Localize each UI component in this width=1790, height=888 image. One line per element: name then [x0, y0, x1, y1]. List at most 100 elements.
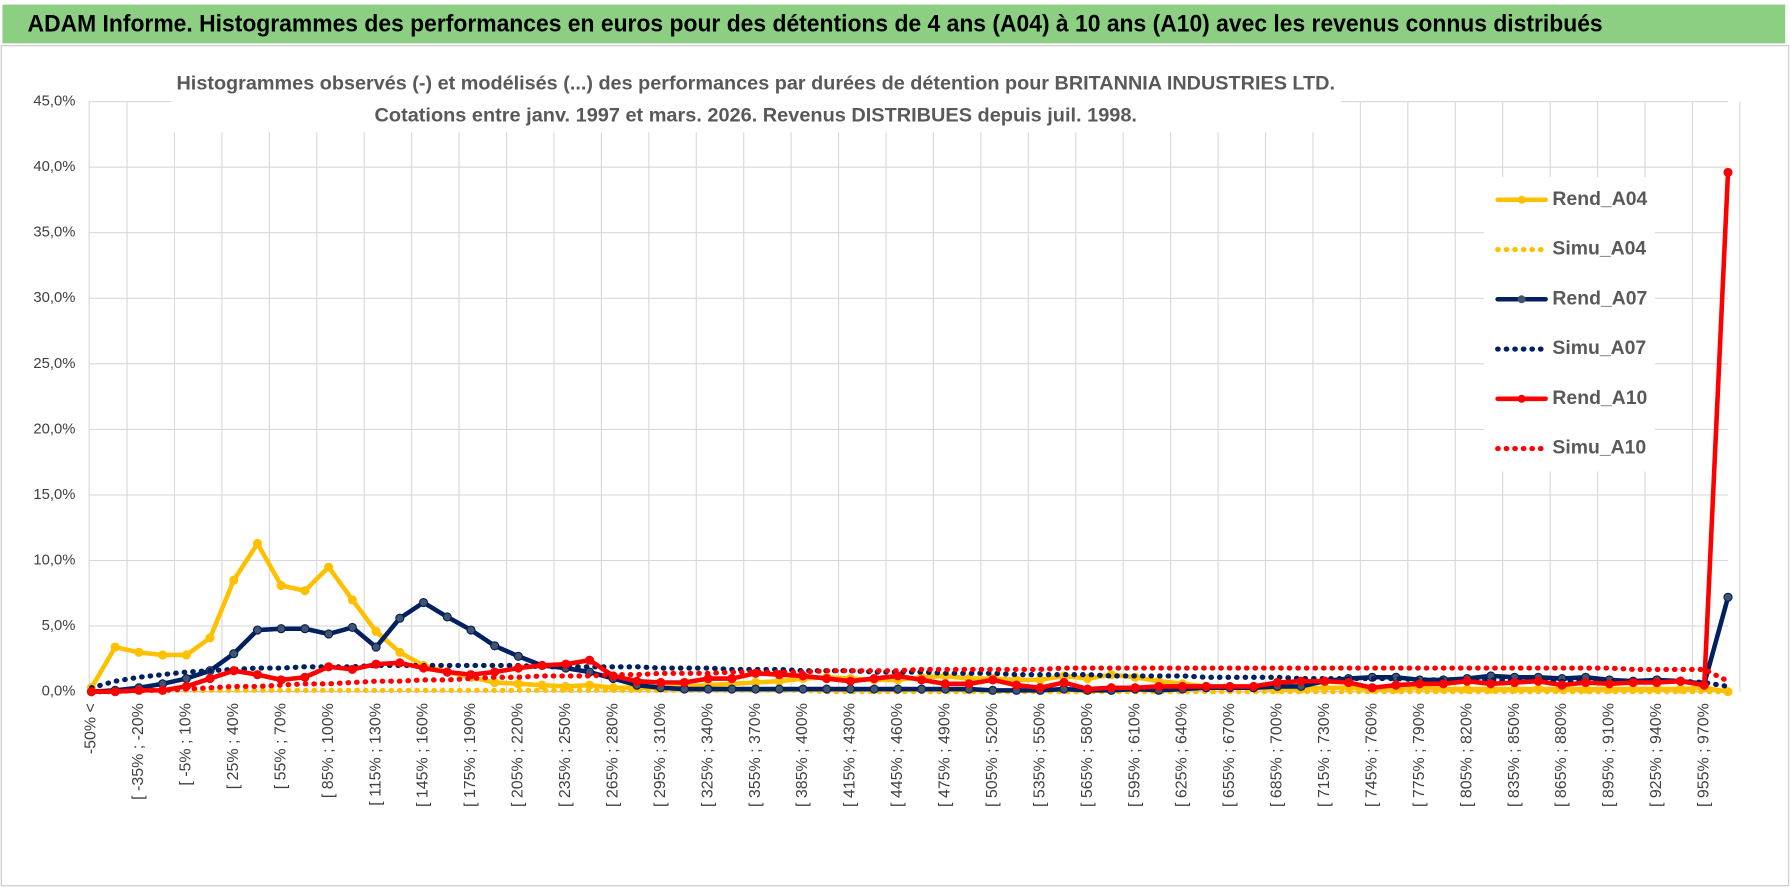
data-point	[964, 679, 974, 689]
x-tick-label: [ 775% ; 790%	[1411, 703, 1428, 807]
data-point	[395, 658, 405, 668]
x-tick-label: [ 145% ; 160%	[415, 703, 432, 807]
x-tick-label: [ 835% ; 850%	[1506, 703, 1523, 807]
data-point	[561, 659, 571, 669]
data-point	[395, 613, 405, 623]
data-point	[181, 650, 191, 660]
x-tick-label: [ 205% ; 220%	[510, 703, 527, 807]
x-tick-label: [ -35% ; -20%	[130, 703, 147, 800]
data-point	[1723, 167, 1733, 177]
x-tick-label: [ 505% ; 520%	[984, 703, 1001, 807]
chart-subtitle: Cotations entre janv. 1997 et mars. 2026…	[375, 105, 1137, 127]
legend-label: Rend_A04	[1552, 188, 1647, 210]
data-point	[798, 684, 808, 694]
data-point	[371, 659, 381, 669]
legend-marker	[1517, 195, 1526, 204]
data-point	[1628, 677, 1638, 688]
data-point	[418, 663, 429, 673]
x-tick-label: [ 895% ; 910%	[1601, 703, 1618, 807]
plot-area: 0,0% 5,0% 10,0% 15,0% 20,0% 25,0% 30,0% 35,0% 40…	[33, 94, 1741, 807]
data-point	[276, 675, 286, 685]
data-point	[347, 622, 357, 632]
data-point	[1604, 679, 1614, 689]
data-point	[537, 680, 547, 690]
data-point	[1201, 681, 1211, 692]
legend-label: Simu_A04	[1552, 238, 1646, 260]
data-point	[1059, 677, 1069, 688]
data-point	[1083, 684, 1093, 694]
data-point	[1343, 677, 1354, 688]
data-point	[751, 684, 761, 694]
legend-label: Simu_A10	[1552, 437, 1646, 459]
x-tick-label: [ 715% ; 730%	[1316, 703, 1333, 807]
x-tick-label: [ 85% ; 100%	[320, 703, 337, 798]
data-point	[1154, 681, 1164, 692]
data-point	[1557, 680, 1567, 690]
y-tick-label: 20,0%	[33, 421, 75, 437]
x-tick-label: [ 925% ; 940%	[1648, 703, 1665, 807]
data-point	[395, 647, 405, 657]
x-tick-label: [ 955% ; 970%	[1696, 703, 1713, 807]
data-point	[229, 575, 239, 585]
x-tick-label: [ 655% ; 670%	[1221, 703, 1238, 807]
y-tick-label: 25,0%	[33, 356, 75, 372]
x-tick-label: [ 355% ; 370%	[747, 703, 764, 807]
data-point	[845, 676, 856, 686]
x-tick-label: [ 415% ; 430%	[842, 703, 859, 807]
data-point	[893, 684, 903, 694]
data-point	[584, 655, 595, 665]
legend-label: Simu_A07	[1552, 337, 1646, 359]
data-point	[727, 684, 737, 694]
data-point	[703, 684, 713, 694]
header-title: ADAM Informe. Histogrammes des performan…	[28, 10, 1603, 37]
data-point	[324, 629, 334, 639]
series-line	[88, 687, 1731, 695]
x-tick-label: [ 25% ; 40%	[225, 703, 242, 789]
x-tick-label: [ 535% ; 550%	[1031, 703, 1048, 807]
data-point	[513, 679, 523, 689]
data-point	[513, 663, 523, 673]
x-tick-label: [ 115% ; 130%	[367, 703, 384, 806]
x-tick-label: [ 295% ; 310%	[652, 703, 669, 807]
data-point	[1035, 683, 1045, 693]
data-point	[632, 676, 642, 686]
data-point	[845, 684, 856, 694]
data-point	[727, 674, 737, 684]
data-point	[513, 651, 523, 661]
data-point	[1533, 676, 1543, 686]
x-tick-label: [ 805% ; 820%	[1458, 703, 1475, 807]
series-line	[88, 665, 1731, 695]
data-point	[1225, 681, 1235, 692]
data-point	[1272, 677, 1282, 688]
data-point	[1106, 683, 1116, 693]
data-point	[1320, 676, 1330, 686]
legend-background	[1483, 176, 1656, 472]
x-tick-label: [ 625% ; 640%	[1174, 703, 1191, 807]
data-point	[418, 597, 429, 608]
y-tick-label: 35,0%	[33, 225, 75, 241]
data-point	[1367, 683, 1377, 693]
data-point	[158, 650, 168, 660]
x-tick-label: [ 565% ; 580%	[1079, 703, 1096, 807]
data-point	[1486, 679, 1496, 689]
data-point	[1699, 680, 1709, 690]
data-point	[252, 670, 263, 680]
data-point	[490, 641, 500, 651]
data-point	[869, 674, 879, 684]
title-background	[171, 68, 1342, 133]
data-point	[1415, 679, 1425, 689]
data-point	[1249, 681, 1259, 692]
y-tick-label: 0,0%	[42, 684, 76, 700]
legend-marker	[1517, 394, 1526, 403]
series-line	[89, 170, 1731, 694]
x-tick-label: [ 325% ; 340%	[699, 703, 716, 807]
data-point	[1391, 680, 1401, 690]
y-tick-label: 15,0%	[33, 487, 75, 503]
data-point	[1652, 677, 1662, 688]
data-point	[300, 586, 310, 596]
x-tick-label: [ 745% ; 760%	[1363, 703, 1380, 807]
data-point	[1177, 681, 1188, 692]
data-point	[181, 674, 191, 684]
data-point	[940, 679, 950, 689]
